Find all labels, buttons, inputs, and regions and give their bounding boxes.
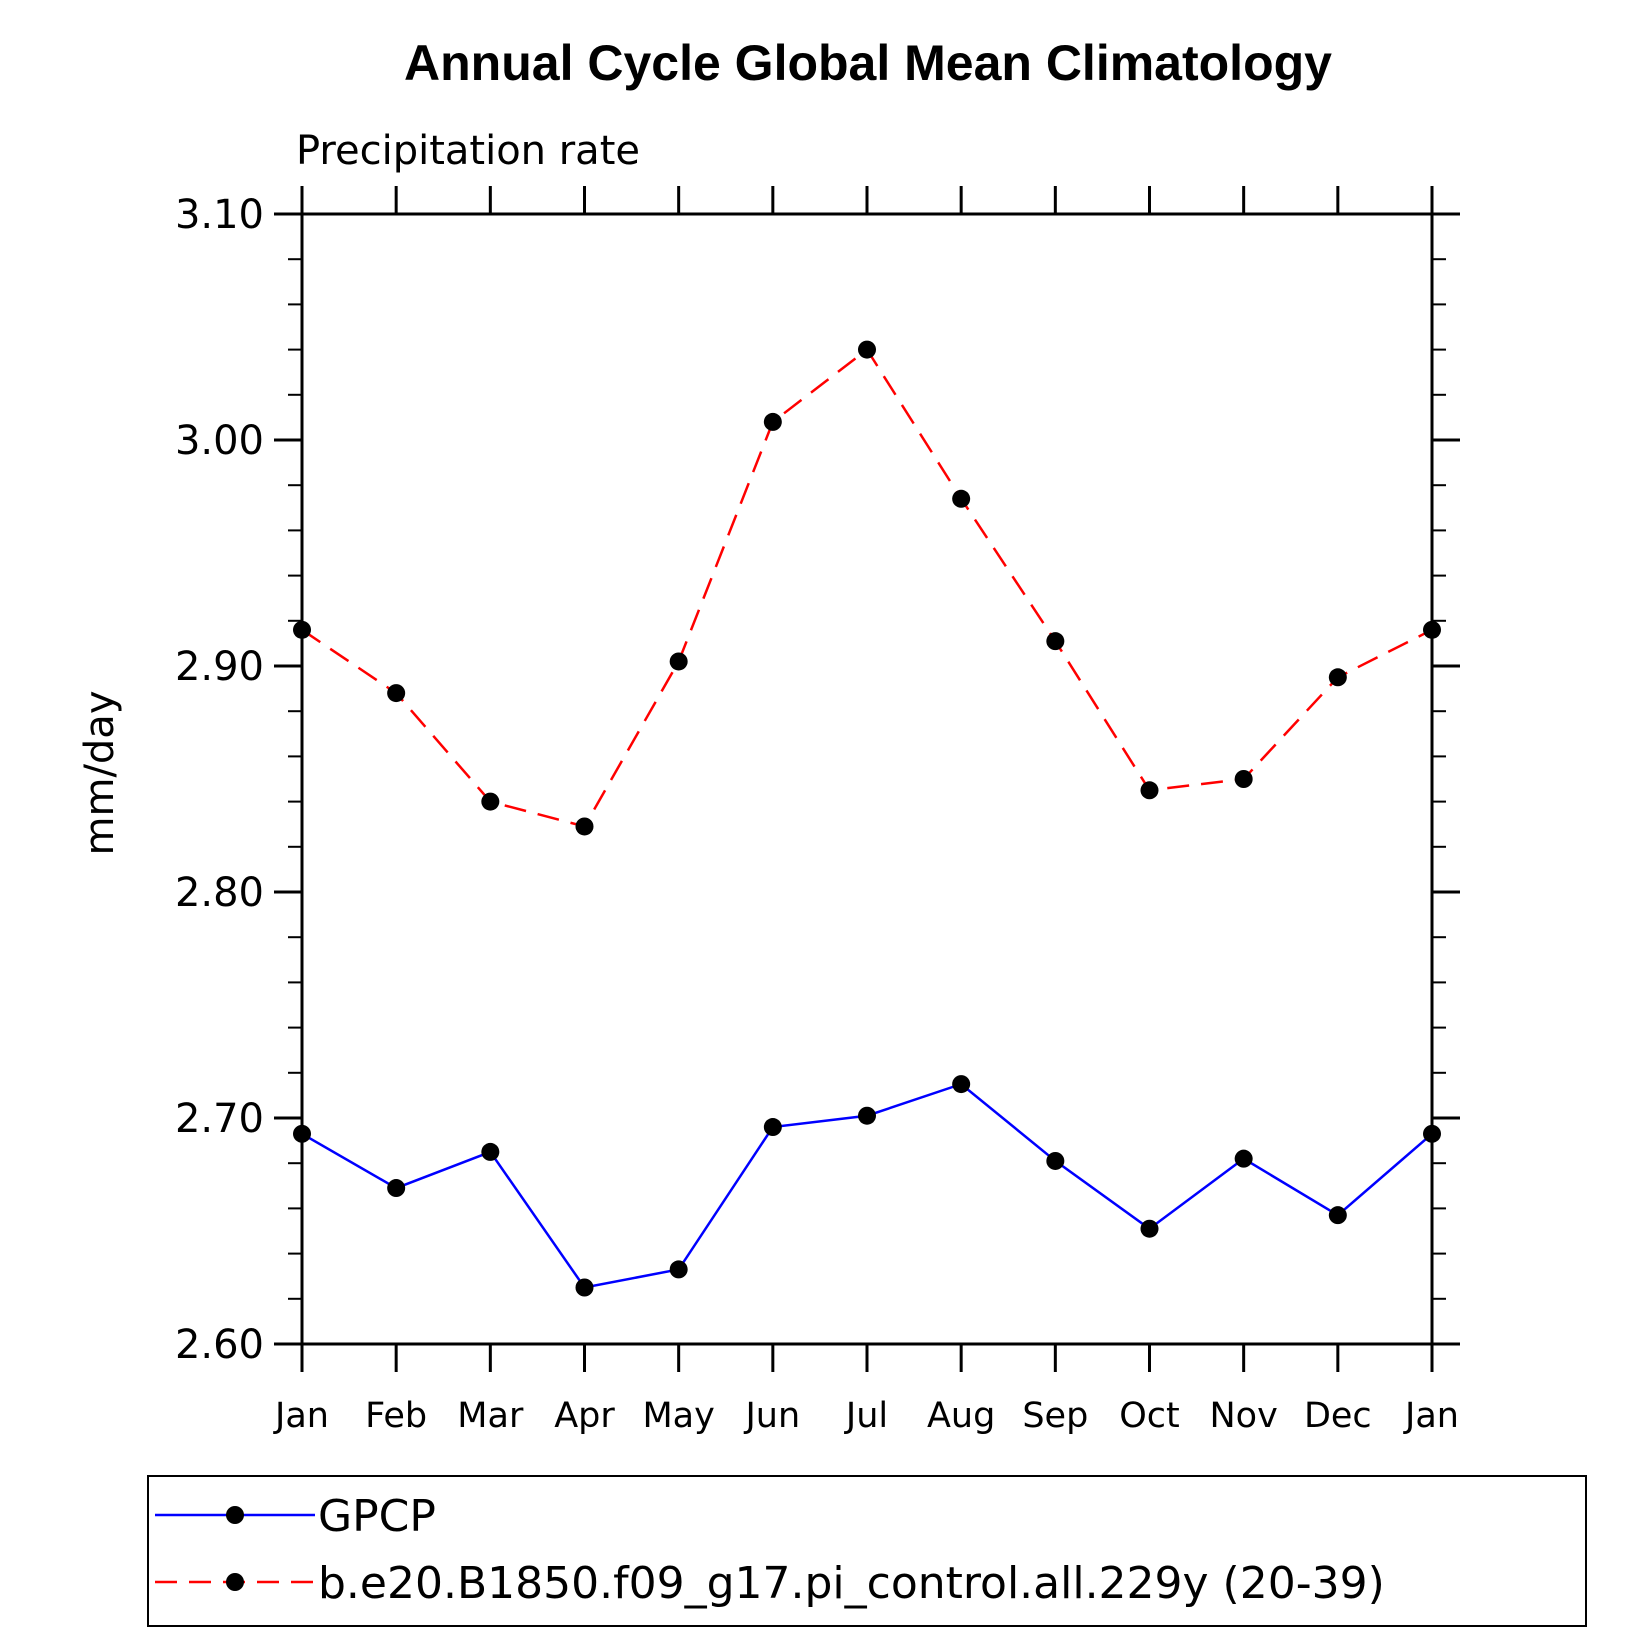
plot-frame <box>300 212 1434 1346</box>
x-tick-label: Mar <box>457 1396 524 1436</box>
legend-box <box>147 1475 1587 1627</box>
data-point <box>1140 1219 1159 1238</box>
x-tick-label: Sep <box>1022 1396 1088 1436</box>
data-point <box>858 340 876 359</box>
x-tick-label: Jul <box>844 1396 888 1436</box>
axis-ticks <box>274 186 1460 1372</box>
data-point <box>575 1278 594 1297</box>
data-point <box>1423 1124 1441 1143</box>
x-tick-label: Feb <box>365 1396 427 1436</box>
data-point <box>858 1106 876 1125</box>
y-tick-label: 2.80 <box>175 870 264 916</box>
data-point <box>387 1179 406 1198</box>
data-point <box>575 817 594 836</box>
legend: GPCP b.e20.B1850.f09_g17.pi_control.all.2… <box>155 1491 1385 1609</box>
legend-marker-1 <box>226 1573 244 1591</box>
data-point <box>1046 632 1065 651</box>
data-point <box>1140 781 1159 800</box>
data-point <box>1234 770 1253 788</box>
data-point <box>293 1124 311 1143</box>
data-point <box>1423 620 1441 639</box>
x-tick-label: Jan <box>1403 1396 1459 1436</box>
data-point <box>1328 668 1347 687</box>
x-tick-labels: Jan Feb Mar Apr May Jun Jul Aug Sep Oct Nov Dec Jan <box>273 1396 1459 1436</box>
series-layer <box>293 340 1441 1297</box>
data-point <box>763 1118 782 1137</box>
data-point <box>481 792 500 811</box>
data-point <box>669 1260 688 1279</box>
data-point <box>1328 1206 1347 1225</box>
data-point <box>669 652 688 671</box>
y-tick-label: 2.90 <box>175 644 264 690</box>
x-tick-label: Oct <box>1119 1396 1180 1436</box>
data-point <box>481 1142 500 1161</box>
data-point <box>763 412 782 431</box>
x-tick-label: Jan <box>273 1396 329 1436</box>
legend-label-1: b.e20.B1850.f09_g17.pi_control.all.229y … <box>318 1558 1385 1609</box>
x-tick-label: May <box>642 1396 714 1436</box>
chart-title: Annual Cycle Global Mean Climatology <box>404 35 1332 91</box>
y-tick-labels: 3.10 3.00 2.90 2.80 2.70 2.60 <box>175 192 264 1368</box>
series-line-1 <box>301 347 1433 828</box>
y-tick-label: 2.70 <box>175 1096 264 1142</box>
data-point <box>293 620 311 639</box>
y-axis-label: mm/day <box>77 691 123 856</box>
chart-subtitle: Precipitation rate <box>296 128 640 174</box>
legend-marker-0 <box>226 1506 244 1524</box>
x-tick-label: Jun <box>743 1396 800 1436</box>
data-point <box>1046 1151 1065 1170</box>
data-point <box>952 1075 971 1094</box>
data-point <box>952 489 971 508</box>
y-tick-label: 2.60 <box>175 1322 264 1368</box>
legend-label-0: GPCP <box>318 1491 436 1542</box>
data-point <box>387 684 406 703</box>
y-tick-label: 3.00 <box>175 418 264 464</box>
x-tick-label: Nov <box>1210 1396 1278 1436</box>
y-tick-label: 3.10 <box>175 192 264 238</box>
x-tick-label: Aug <box>927 1396 995 1436</box>
data-point <box>1234 1149 1253 1168</box>
x-tick-label: Dec <box>1304 1396 1372 1436</box>
x-tick-label: Apr <box>554 1396 615 1436</box>
